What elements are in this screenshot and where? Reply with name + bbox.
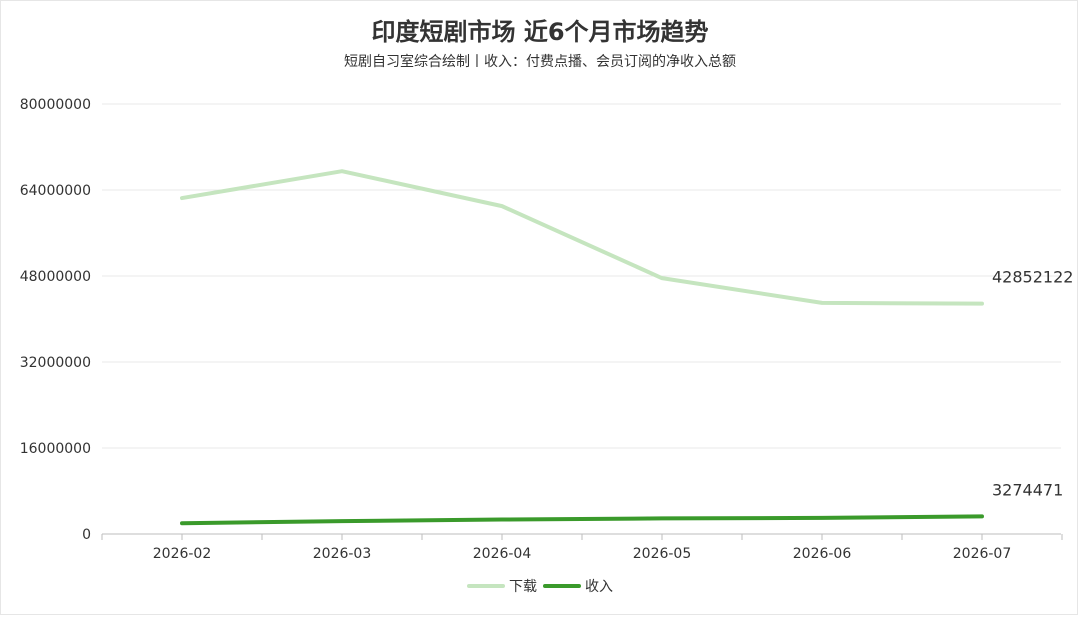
y-tick-label: 80000000 bbox=[20, 97, 91, 113]
y-tick-label: 0 bbox=[82, 527, 91, 543]
grid-lines bbox=[102, 103, 1061, 449]
legend-label-revenue: 收入 bbox=[585, 579, 613, 595]
y-tick-label: 16000000 bbox=[20, 441, 91, 457]
legend-item-downloads[interactable]: 下载 bbox=[467, 576, 537, 596]
legend-label-downloads: 下载 bbox=[509, 579, 537, 595]
legend-swatch-downloads bbox=[467, 584, 505, 588]
legend: 下载 收入 bbox=[0, 576, 1080, 596]
legend-swatch-revenue bbox=[543, 584, 581, 588]
series-lines bbox=[180, 169, 984, 526]
series-line-downloads[interactable] bbox=[180, 169, 984, 306]
legend-item-revenue[interactable]: 收入 bbox=[543, 576, 613, 596]
end-label-revenue: 3274471 bbox=[992, 480, 1063, 499]
x-tick-label: 2026-06 bbox=[793, 546, 852, 562]
y-tick-label: 64000000 bbox=[20, 183, 91, 199]
chart-subtitle: 短剧自习室综合绘制丨收入：付费点播、会员订阅的净收入总额 bbox=[344, 54, 736, 70]
series-line-revenue[interactable] bbox=[180, 514, 984, 526]
y-tick-label: 32000000 bbox=[20, 355, 91, 371]
x-tick-label: 2026-07 bbox=[953, 546, 1012, 562]
chart-title: 印度短剧市场 近6个月市场趋势 bbox=[371, 18, 709, 46]
y-tick-label: 48000000 bbox=[20, 269, 91, 285]
x-tick-label: 2026-05 bbox=[633, 546, 692, 562]
x-tick-label: 2026-03 bbox=[313, 546, 372, 562]
end-label-downloads: 42852122 bbox=[992, 268, 1073, 287]
axes: 0 16000000 32000000 48000000 64000000 8000000… bbox=[20, 97, 1063, 562]
x-tick-label: 2026-04 bbox=[473, 546, 532, 562]
data-labels: 42852122 3274471 bbox=[992, 268, 1073, 500]
x-tick-label: 2026-02 bbox=[153, 546, 212, 562]
